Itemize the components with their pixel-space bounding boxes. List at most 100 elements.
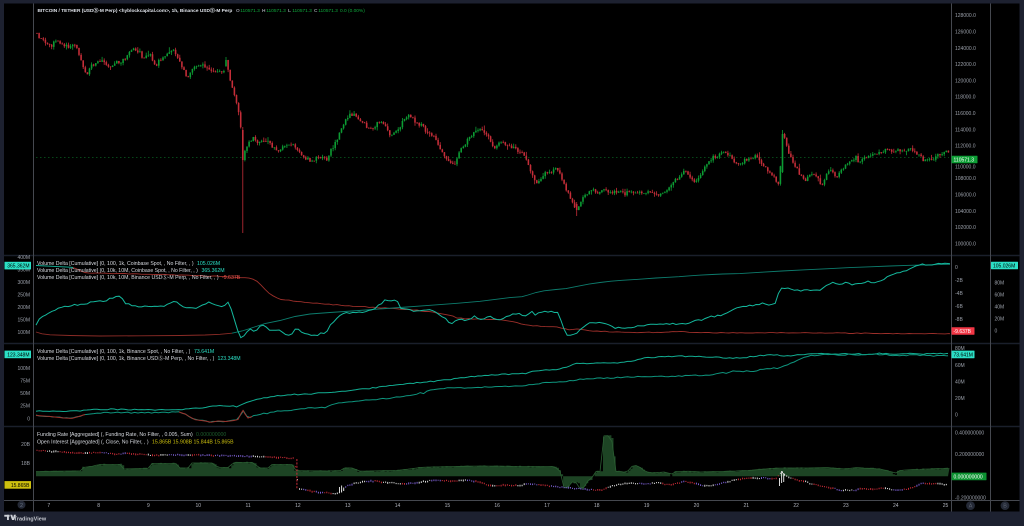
svg-text:11: 11 bbox=[245, 503, 250, 509]
svg-text:200M: 200M bbox=[17, 305, 30, 311]
svg-text:124000.0: 124000.0 bbox=[955, 46, 976, 52]
svg-text:Open Interest [Aggregated] (,: Open Interest [Aggregated] (, Close, No … bbox=[37, 440, 149, 446]
svg-text:105.026M: 105.026M bbox=[993, 263, 1015, 269]
svg-text:Volume Delta [Cumulative] (0,: Volume Delta [Cumulative] (0, 100, 1k, C… bbox=[37, 261, 194, 267]
svg-text:16: 16 bbox=[494, 503, 500, 509]
svg-text:110000.0: 110000.0 bbox=[955, 164, 976, 170]
svg-text:104000.0: 104000.0 bbox=[955, 209, 976, 215]
svg-text:122000.0: 122000.0 bbox=[955, 62, 976, 68]
svg-text:105.026M: 105.026M bbox=[197, 261, 220, 267]
svg-text:0: 0 bbox=[955, 265, 958, 271]
svg-text:112000.0: 112000.0 bbox=[955, 144, 976, 150]
svg-text:Volume Delta [Cumulative] (0,: Volume Delta [Cumulative] (0, 100, 1k, B… bbox=[37, 354, 215, 362]
svg-text:110571.3: 110571.3 bbox=[318, 8, 338, 14]
svg-text:128000.0: 128000.0 bbox=[955, 13, 976, 19]
svg-text:O: O bbox=[236, 8, 240, 14]
svg-text:20M: 20M bbox=[995, 316, 1005, 322]
svg-text:17: 17 bbox=[544, 503, 550, 509]
svg-text:14: 14 bbox=[395, 503, 401, 509]
svg-text:22: 22 bbox=[793, 503, 799, 509]
svg-text:C: C bbox=[314, 8, 318, 14]
svg-text:25M: 25M bbox=[20, 404, 30, 410]
svg-text:B: B bbox=[1003, 504, 1007, 510]
svg-text:365.362M: 365.362M bbox=[7, 264, 29, 270]
svg-text:23: 23 bbox=[843, 503, 849, 509]
svg-text:13: 13 bbox=[345, 503, 351, 509]
svg-text:12: 12 bbox=[295, 503, 301, 509]
svg-text:9: 9 bbox=[147, 503, 150, 509]
svg-text:8: 8 bbox=[97, 503, 100, 509]
svg-text:25: 25 bbox=[943, 503, 949, 509]
svg-text:-0.200000000: -0.200000000 bbox=[955, 495, 986, 501]
svg-text:21: 21 bbox=[743, 503, 749, 509]
svg-text:110571.3: 110571.3 bbox=[292, 8, 312, 14]
svg-text:Volume Delta [Cumulative] (0,: Volume Delta [Cumulative] (0, 10k, 10M, … bbox=[37, 273, 219, 281]
svg-text:L: L bbox=[288, 8, 291, 14]
svg-text:0: 0 bbox=[27, 416, 30, 422]
svg-text:250M: 250M bbox=[17, 293, 30, 299]
svg-text:123.348M: 123.348M bbox=[7, 352, 29, 358]
svg-text:102000.0: 102000.0 bbox=[955, 225, 976, 231]
svg-text:118000.0: 118000.0 bbox=[955, 95, 976, 101]
svg-text:15: 15 bbox=[445, 503, 451, 509]
svg-text:50M: 50M bbox=[20, 391, 30, 397]
svg-text:18B: 18B bbox=[21, 461, 31, 467]
svg-text:-6B: -6B bbox=[955, 304, 963, 310]
svg-text:80M: 80M bbox=[995, 280, 1005, 286]
svg-text:0.000000000: 0.000000000 bbox=[196, 432, 226, 438]
svg-text:20: 20 bbox=[694, 503, 700, 509]
svg-text:20M: 20M bbox=[955, 396, 965, 402]
svg-text:20B: 20B bbox=[21, 442, 31, 448]
svg-text:-2B: -2B bbox=[955, 278, 963, 284]
svg-text:110571.3: 110571.3 bbox=[240, 8, 260, 14]
svg-text:0: 0 bbox=[955, 413, 958, 419]
svg-text:A: A bbox=[969, 504, 973, 510]
svg-text:0.200000000: 0.200000000 bbox=[955, 452, 984, 458]
svg-text:75M: 75M bbox=[20, 379, 30, 385]
svg-text:114000.0: 114000.0 bbox=[955, 127, 976, 133]
svg-text:0.0 (0.00%): 0.0 (0.00%) bbox=[340, 8, 365, 14]
svg-text:10: 10 bbox=[195, 503, 201, 509]
svg-text:100000.0: 100000.0 bbox=[955, 241, 976, 247]
svg-text:350M: 350M bbox=[17, 268, 30, 274]
svg-text:-4B: -4B bbox=[955, 291, 963, 297]
svg-text:126000.0: 126000.0 bbox=[955, 29, 976, 35]
svg-text:Volume Delta [Cumulative] (0,: Volume Delta [Cumulative] (0, 100, 1k, B… bbox=[37, 349, 191, 355]
svg-text:2: 2 bbox=[20, 503, 23, 509]
svg-text:Volume Delta [Cumulative] (0,: Volume Delta [Cumulative] (0, 10k, 10M, … bbox=[37, 268, 198, 274]
svg-text:110571.3: 110571.3 bbox=[266, 8, 286, 14]
svg-text:73.641M: 73.641M bbox=[954, 352, 973, 358]
svg-text:-9.637B: -9.637B bbox=[954, 329, 972, 335]
svg-text:15.865B 15.908B 15.844B 15.: 15.865B 15.908B 15.844B 15.865B bbox=[152, 440, 234, 446]
svg-text:40M: 40M bbox=[955, 380, 965, 386]
svg-text:15.865B: 15.865B bbox=[11, 483, 30, 489]
svg-text:-8B: -8B bbox=[955, 317, 963, 323]
svg-text:300M: 300M bbox=[17, 280, 30, 286]
svg-text:60M: 60M bbox=[955, 363, 965, 369]
svg-text:120000.0: 120000.0 bbox=[955, 78, 976, 84]
svg-text:7: 7 bbox=[47, 503, 50, 509]
svg-text:73.641M: 73.641M bbox=[194, 349, 214, 355]
svg-text:80M: 80M bbox=[955, 346, 965, 352]
svg-text:110571.3: 110571.3 bbox=[954, 157, 975, 163]
svg-text:BITCOIN / TETHER (USDⓈ-M Perp): BITCOIN / TETHER (USDⓈ-M Perp) <hyblockc… bbox=[38, 7, 233, 14]
svg-text:0: 0 bbox=[995, 328, 998, 334]
svg-text:400M: 400M bbox=[17, 255, 30, 261]
svg-text:116000.0: 116000.0 bbox=[955, 111, 976, 117]
svg-text:0.000000000: 0.000000000 bbox=[954, 474, 983, 480]
svg-text:TradingView: TradingView bbox=[14, 517, 47, 523]
svg-text:108000.0: 108000.0 bbox=[955, 176, 976, 182]
svg-text:100M: 100M bbox=[17, 366, 30, 372]
svg-text:H: H bbox=[262, 8, 266, 14]
svg-text:Funding Rate [Aggregated] (, F: Funding Rate [Aggregated] (, Funding Rat… bbox=[37, 432, 193, 438]
svg-text:106000.0: 106000.0 bbox=[955, 192, 976, 198]
svg-text:365.362M: 365.362M bbox=[202, 268, 225, 274]
svg-text:24: 24 bbox=[893, 503, 899, 509]
svg-text:150M: 150M bbox=[17, 318, 30, 324]
svg-text:60M: 60M bbox=[995, 292, 1005, 298]
svg-text:18: 18 bbox=[594, 503, 600, 509]
svg-text:-9.637B: -9.637B bbox=[222, 275, 241, 281]
svg-text:0.400000000: 0.400000000 bbox=[955, 430, 984, 436]
svg-text:123.348M: 123.348M bbox=[218, 356, 241, 362]
svg-text:100M: 100M bbox=[17, 330, 30, 336]
